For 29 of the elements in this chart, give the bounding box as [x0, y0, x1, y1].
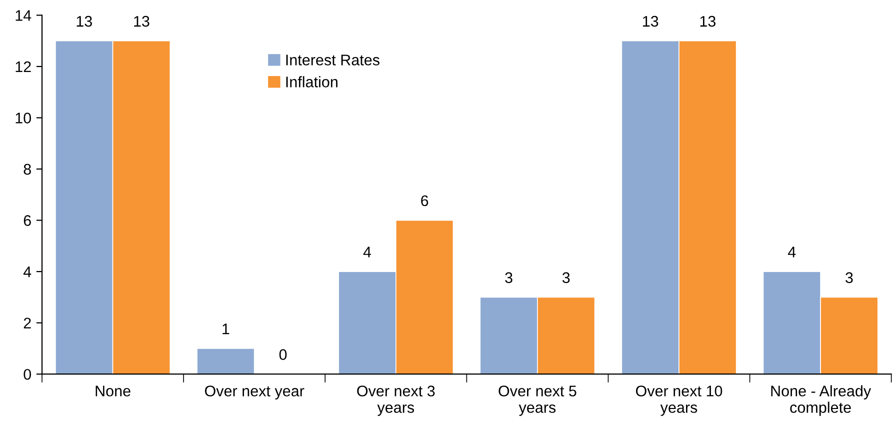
- data-label: 3: [562, 272, 570, 284]
- y-tick-label: 6: [24, 215, 31, 226]
- data-label: 13: [76, 16, 92, 27]
- y-tick-label: 14: [16, 10, 32, 21]
- data-label: 13: [700, 16, 716, 27]
- data-label: 13: [643, 16, 658, 27]
- x-tick-label: Over next 3 years: [357, 386, 435, 416]
- legend-label: Inflation: [286, 76, 338, 88]
- y-tick-label: 4: [23, 266, 32, 278]
- data-label: 13: [134, 16, 150, 27]
- y-tick-label: 12: [16, 61, 31, 72]
- y-tick-label: 0: [24, 368, 32, 380]
- data-label: 1: [222, 324, 230, 334]
- data-label: 6: [421, 195, 428, 206]
- data-label: 4: [363, 246, 372, 258]
- x-tick-label: None - Already complete: [771, 385, 872, 416]
- x-tick-label: Over next year: [204, 386, 304, 400]
- y-tick-label: 10: [16, 112, 32, 124]
- data-label: 3: [505, 272, 512, 284]
- y-tick-label: 2: [24, 318, 31, 328]
- y-tick-label: 8: [24, 164, 31, 175]
- data-label: 3: [846, 272, 853, 284]
- x-tick-label: Over next 10 years: [636, 386, 722, 416]
- data-label: 0: [279, 349, 287, 360]
- legend-label: Interest Rates: [286, 54, 380, 66]
- data-label: 4: [788, 246, 796, 258]
- x-tick-label: Over next 5 years: [498, 386, 576, 416]
- x-tick-label: None: [96, 386, 130, 396]
- bar: [196, 348, 255, 374]
